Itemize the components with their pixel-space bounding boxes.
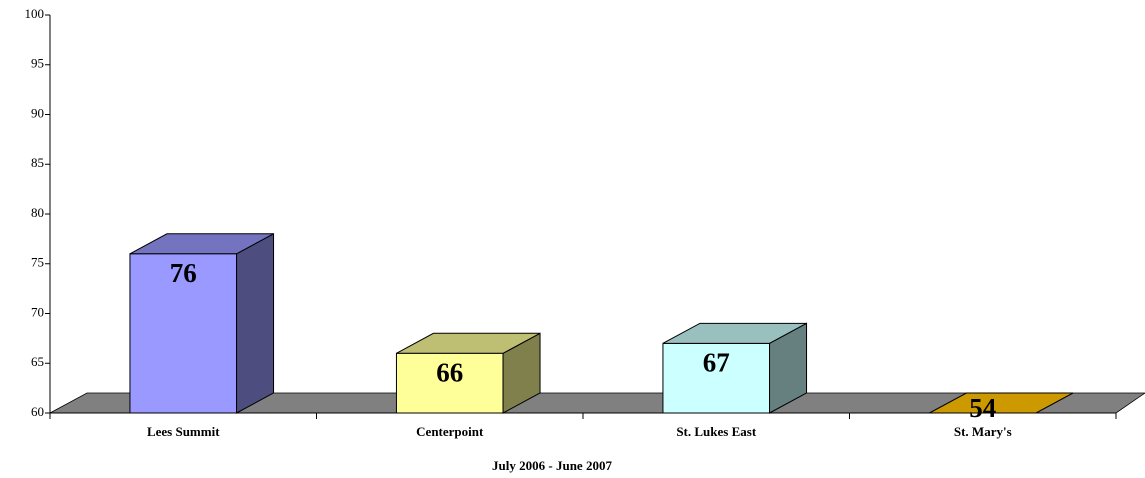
y-tick-label: 85: [31, 155, 44, 170]
data-label: 54: [969, 393, 996, 423]
bar: [129, 232, 275, 414]
bar-top: [129, 233, 274, 255]
bar: [662, 322, 808, 414]
y-tick-label: 70: [31, 304, 44, 319]
y-tick-label: 60: [31, 404, 44, 419]
y-tick-label: 90: [31, 105, 44, 120]
data-label: 67: [703, 348, 730, 378]
data-label: 76: [170, 258, 197, 288]
y-tick-label: 65: [31, 354, 44, 369]
bar-top: [396, 332, 541, 354]
x-axis-title: July 2006 - June 2007: [492, 458, 612, 473]
x-tick-label: Centerpoint: [416, 424, 484, 439]
x-tick-label: St. Mary's: [954, 424, 1012, 439]
x-tick-label: Lees Summit: [147, 424, 220, 439]
data-label: 66: [436, 358, 463, 388]
bar: [395, 332, 541, 414]
bar-top: [929, 392, 1074, 414]
y-tick-label: 100: [25, 6, 45, 21]
y-tick-label: 80: [31, 205, 44, 220]
y-tick-label: 75: [31, 255, 44, 270]
y-tick-label: 95: [31, 56, 44, 71]
bar-top: [662, 322, 807, 344]
bar-side: [236, 232, 275, 414]
x-tick-label: St. Lukes East: [676, 424, 756, 439]
bar: [929, 392, 1074, 414]
